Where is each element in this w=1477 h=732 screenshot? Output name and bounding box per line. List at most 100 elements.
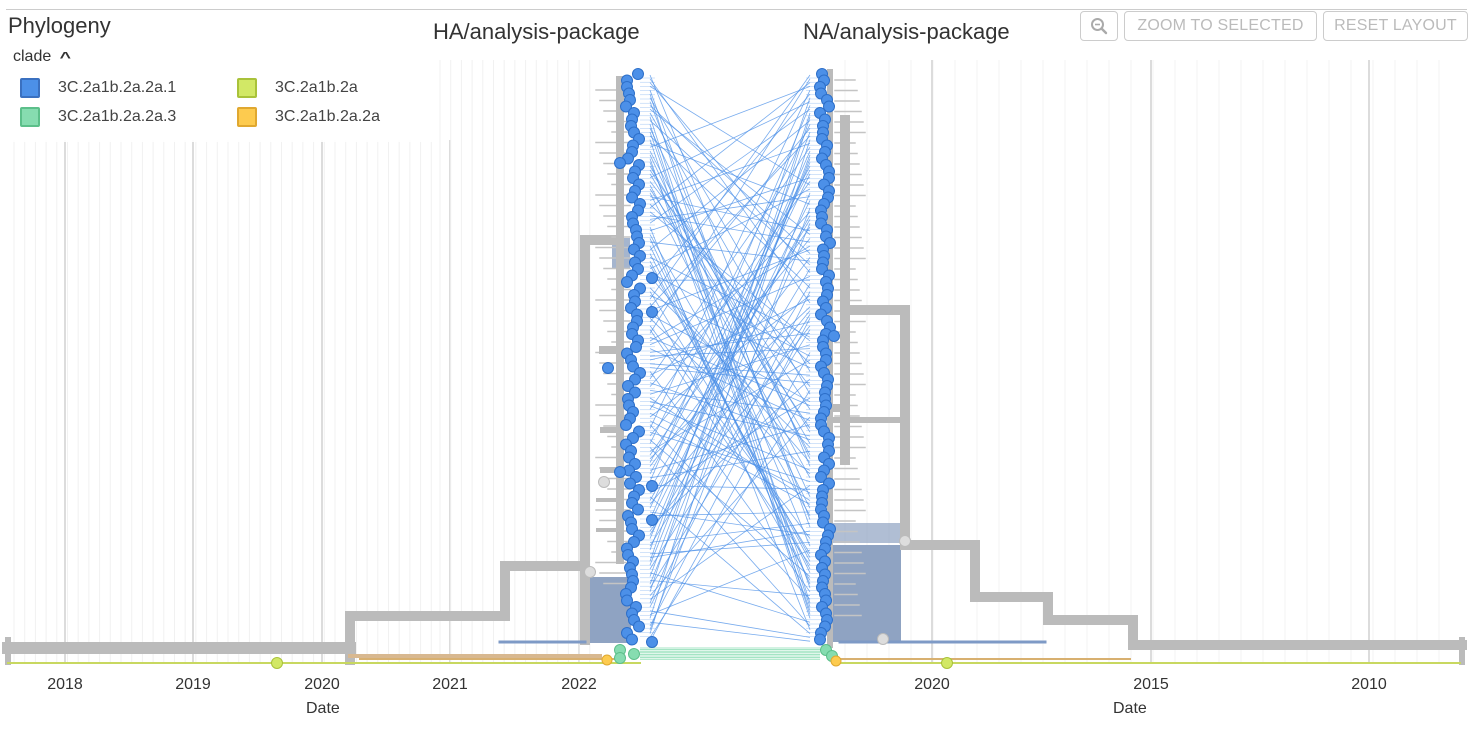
tangle-link <box>649 211 811 387</box>
tangle-link <box>649 530 811 558</box>
tangle-link <box>649 105 811 482</box>
tangle-link <box>649 318 811 627</box>
tangle-link <box>649 86 811 148</box>
clade-2a2a-tip <box>830 655 842 667</box>
na-tip <box>828 330 840 342</box>
ha-tip <box>646 272 658 284</box>
ha-tip <box>630 341 642 353</box>
clade-2a-tip <box>271 657 283 669</box>
legend-label: 3C.2a1b.2a.2a.1 <box>58 79 177 96</box>
ha-tip <box>614 157 626 169</box>
reset-layout-button[interactable]: RESET LAYOUT <box>1323 11 1468 41</box>
tangle-link <box>649 101 811 178</box>
tangle-link <box>649 485 811 490</box>
tangle-link <box>649 610 811 638</box>
tangle-link <box>649 143 811 205</box>
na-tip <box>814 633 826 646</box>
tangle-link <box>649 135 811 308</box>
tree-branches <box>2 69 1467 665</box>
chevron-up-icon: ^ <box>59 48 72 66</box>
tangle-link <box>649 150 811 520</box>
left-axis-tick: 2021 <box>432 676 468 693</box>
legend-item-clade-4[interactable]: 3C.2a1b.2a.2a <box>237 107 380 127</box>
internal-node <box>899 535 911 547</box>
right-tree-title: NA/analysis-package <box>803 19 1010 44</box>
tangle-link <box>649 154 811 497</box>
tree-tips[interactable] <box>271 68 953 669</box>
clade-2a-tip <box>941 657 953 669</box>
tangle-link <box>649 207 811 630</box>
tangle-link <box>649 336 811 406</box>
legend-item-clade-1[interactable]: 3C.2a1b.2a.2a.1 <box>20 78 176 98</box>
ha-tip <box>614 466 626 478</box>
zoom-out-icon <box>1091 18 1108 35</box>
tangle-link <box>649 192 811 585</box>
tangle-link <box>649 166 811 463</box>
tangle-link <box>649 112 811 395</box>
legend-swatch <box>20 107 40 127</box>
tangle-link <box>649 325 811 539</box>
tangle-link <box>649 127 811 323</box>
tangle-link <box>649 580 811 596</box>
tangle-link <box>649 359 811 452</box>
ha-tip <box>632 503 644 516</box>
tangle-link <box>649 496 811 634</box>
ha-tip <box>621 594 633 607</box>
tangle-link <box>649 485 811 600</box>
right-axis-tick: 2015 <box>1133 676 1169 693</box>
tangle-link <box>649 511 811 536</box>
left-tree-title: HA/analysis-package <box>433 19 640 44</box>
internal-node <box>877 633 889 645</box>
ha-tip <box>646 306 658 318</box>
left-axis-tick: 2018 <box>47 676 83 693</box>
collapsed-clade-blocks <box>583 238 901 643</box>
tangle-link <box>649 150 811 456</box>
legend-item-clade-2[interactable]: 3C.2a1b.2a.2a.3 <box>20 107 176 127</box>
shaded-clade-block <box>833 545 901 642</box>
tangle-link <box>649 93 811 285</box>
tangle-link <box>649 572 811 623</box>
na-tip <box>815 471 827 483</box>
legend: 3C.2a1b.2a.2a.1 3C.2a1b.2a.2a.3 3C.2a1b.… <box>8 72 438 142</box>
tangle-link <box>649 416 811 596</box>
legend-toggle[interactable]: clade ^ <box>13 48 72 66</box>
tangle-link <box>649 154 811 577</box>
na-tip <box>823 100 835 113</box>
left-axis-tick: 2019 <box>175 676 211 693</box>
legend-label: 3C.2a1b.2a.2a <box>275 108 380 125</box>
tangle-link <box>649 367 811 384</box>
clade-3-tip <box>628 648 640 660</box>
tangle-link <box>649 420 811 505</box>
tangle-link <box>649 108 811 224</box>
ha-tip <box>621 276 633 288</box>
tangle-link <box>649 306 811 460</box>
legend-label: 3C.2a1b.2a <box>275 79 358 96</box>
zoom-to-selected-button[interactable]: ZOOM TO SELECTED <box>1124 11 1317 41</box>
tangle-link <box>649 344 811 395</box>
right-axis-label: Date <box>1113 700 1147 717</box>
tangle-link <box>649 188 811 429</box>
legend-item-clade-3[interactable]: 3C.2a1b.2a <box>237 78 358 98</box>
left-axis-label: Date <box>306 700 340 717</box>
tangle-link <box>649 97 811 372</box>
tangle-link <box>649 333 811 353</box>
tangle-link <box>649 249 811 311</box>
tangle-link <box>649 143 811 201</box>
top-divider <box>6 9 1467 10</box>
clade-2a2a-tip <box>601 654 613 666</box>
zoom-out-button[interactable] <box>1080 11 1118 41</box>
right-axis-tick: 2020 <box>914 676 950 693</box>
tanglegram-connectors[interactable] <box>640 74 822 660</box>
tangle-link <box>649 158 811 566</box>
ha-tip <box>646 480 658 492</box>
tangle-link <box>649 82 811 209</box>
legend-swatch <box>237 107 257 127</box>
tangle-link <box>649 97 811 562</box>
tangle-link <box>649 283 811 547</box>
tangle-link <box>649 219 811 490</box>
legend-label: 3C.2a1b.2a.2a.3 <box>58 108 177 125</box>
tangle-link <box>649 211 811 342</box>
internal-node <box>598 476 610 488</box>
ha-tip <box>620 419 632 431</box>
